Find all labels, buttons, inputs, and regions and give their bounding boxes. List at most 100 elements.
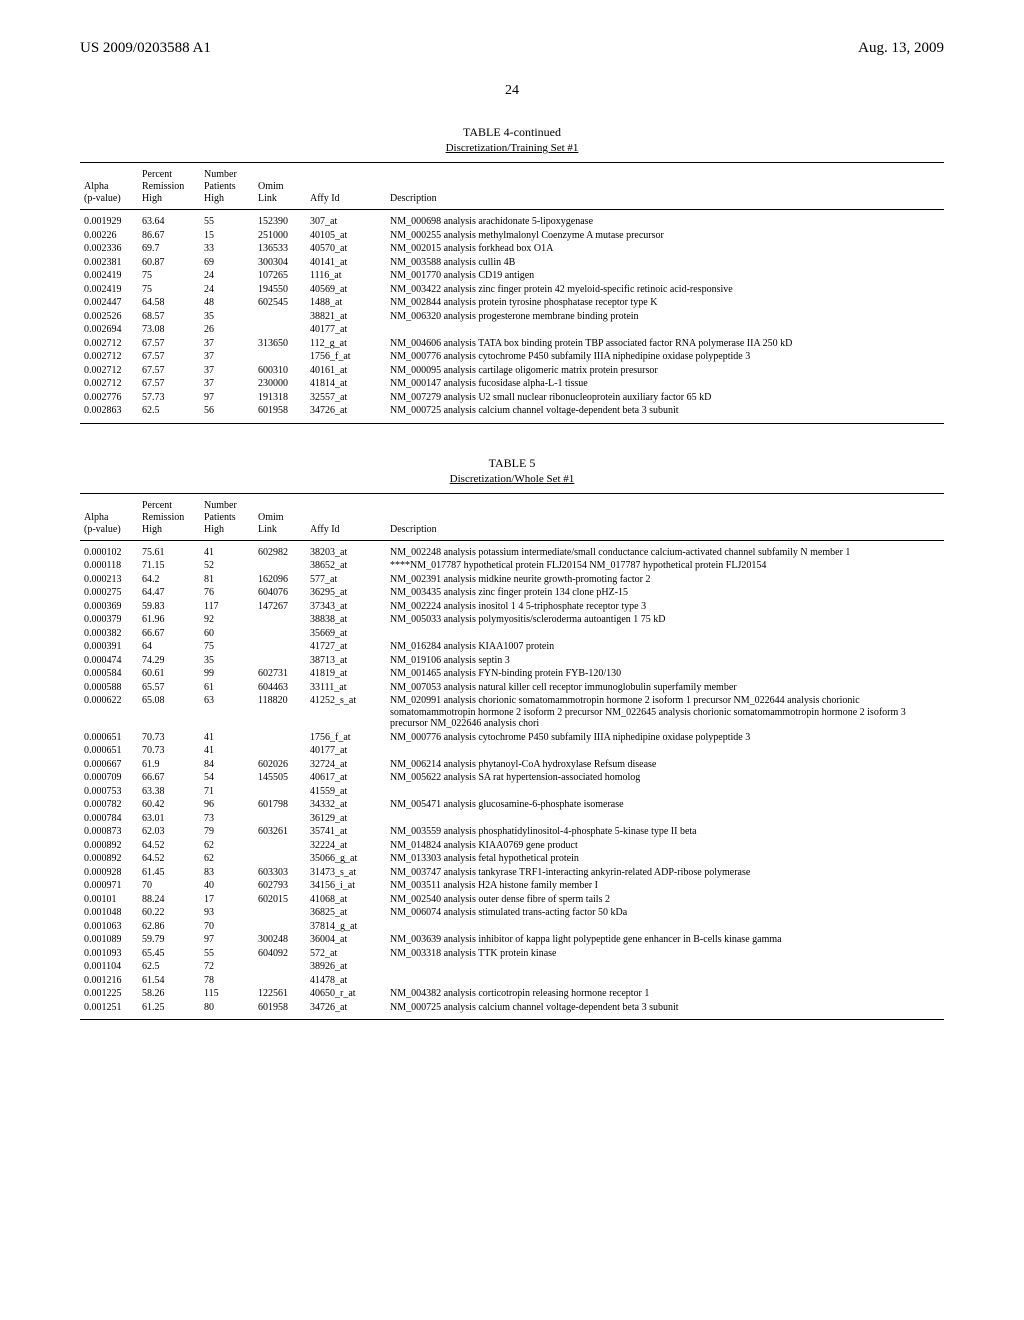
- cell-omim: 604463: [254, 681, 306, 695]
- cell-num: 96: [200, 798, 254, 812]
- table-row: 0.00252668.573538821_atNM_006320 analysi…: [80, 310, 944, 324]
- col-num: NumberPatientsHigh: [200, 493, 254, 540]
- cell-affy: 38652_at: [306, 559, 386, 573]
- table-row: 0.00110462.57238926_at: [80, 960, 944, 974]
- cell-affy: 41478_at: [306, 974, 386, 988]
- cell-affy: 33111_at: [306, 681, 386, 695]
- cell-pct: 60.22: [138, 906, 200, 920]
- cell-alpha: 0.000782: [80, 798, 138, 812]
- cell-omim: 602015: [254, 893, 306, 907]
- cell-affy: 35066_g_at: [306, 852, 386, 866]
- table-row: 0.00075363.387141559_at: [80, 785, 944, 799]
- table-row: 0.00010275.614160298238203_atNM_002248 a…: [80, 540, 944, 559]
- cell-pct: 68.57: [138, 310, 200, 324]
- cell-desc: NM_014824 analysis KIAA0769 gene product: [386, 839, 944, 853]
- table-row: 0.00271267.573723000041814_atNM_000147 a…: [80, 377, 944, 391]
- cell-pct: 88.24: [138, 893, 200, 907]
- page-header: US 2009/0203588 A1 Aug. 13, 2009: [0, 0, 1024, 65]
- cell-affy: 38203_at: [306, 540, 386, 559]
- cell-num: 26: [200, 323, 254, 337]
- cell-affy: 34156_i_at: [306, 879, 386, 893]
- table-row: 0.00058865.576160446333111_atNM_007053 a…: [80, 681, 944, 695]
- cell-affy: 40177_at: [306, 744, 386, 758]
- cell-alpha: 0.000622: [80, 694, 138, 731]
- cell-alpha: 0.001225: [80, 987, 138, 1001]
- table-row: 0.00271267.5737313650112_g_atNM_004606 a…: [80, 337, 944, 351]
- col-desc: Description: [386, 493, 944, 540]
- table-row: 0.00277657.739719131832557_atNM_007279 a…: [80, 391, 944, 405]
- cell-omim: 122561: [254, 987, 306, 1001]
- cell-desc: [386, 960, 944, 974]
- cell-num: 37: [200, 350, 254, 364]
- table-row: 0.00122558.2611512256140650_r_atNM_00438…: [80, 987, 944, 1001]
- cell-affy: 40569_at: [306, 283, 386, 297]
- cell-omim: [254, 613, 306, 627]
- cell-num: 75: [200, 640, 254, 654]
- cell-omim: 602731: [254, 667, 306, 681]
- cell-omim: [254, 654, 306, 668]
- cell-omim: [254, 812, 306, 826]
- cell-num: 54: [200, 771, 254, 785]
- cell-pct: 62.5: [138, 960, 200, 974]
- page-number: 24: [0, 65, 1024, 121]
- cell-alpha: 0.000753: [80, 785, 138, 799]
- cell-desc: NM_003559 analysis phosphatidylinositol-…: [386, 825, 944, 839]
- table-row: 0.00121661.547841478_at: [80, 974, 944, 988]
- cell-affy: 38713_at: [306, 654, 386, 668]
- cell-pct: 74.29: [138, 654, 200, 668]
- cell-pct: 64.52: [138, 852, 200, 866]
- col-omim: OmimLink: [254, 493, 306, 540]
- cell-desc: NM_005033 analysis polymyositis/sclerode…: [386, 613, 944, 627]
- cell-affy: 1756_f_at: [306, 731, 386, 745]
- cell-desc: [386, 974, 944, 988]
- cell-num: 93: [200, 906, 254, 920]
- cell-alpha: 0.000382: [80, 627, 138, 641]
- cell-desc: [386, 812, 944, 826]
- cell-num: 55: [200, 947, 254, 961]
- cell-num: 24: [200, 283, 254, 297]
- cell-alpha: 0.000971: [80, 879, 138, 893]
- cell-num: 72: [200, 960, 254, 974]
- cell-alpha: 0.001093: [80, 947, 138, 961]
- cell-desc: [386, 744, 944, 758]
- table4-subtitle: Discretization/Training Set #1: [80, 142, 944, 162]
- table-row: 0.00021364.281162096577_atNM_002391 anal…: [80, 573, 944, 587]
- table-row: 0.0010188.241760201541068_atNM_002540 an…: [80, 893, 944, 907]
- cell-num: 73: [200, 812, 254, 826]
- cell-affy: 38926_at: [306, 960, 386, 974]
- col-affy: Affy Id: [306, 493, 386, 540]
- table-row: 0.00271267.573760031040161_atNM_000095 a…: [80, 364, 944, 378]
- cell-omim: 162096: [254, 573, 306, 587]
- cell-desc: NM_000776 analysis cytochrome P450 subfa…: [386, 350, 944, 364]
- cell-pct: 61.54: [138, 974, 200, 988]
- table-row: 0.00062265.086311882041252_s_atNM_020991…: [80, 694, 944, 731]
- table-row: 0.00238160.876930030440141_atNM_003588 a…: [80, 256, 944, 270]
- table-row: 0.00065170.734140177_at: [80, 744, 944, 758]
- cell-omim: 118820: [254, 694, 306, 731]
- col-pct: PercentRemissionHigh: [138, 163, 200, 210]
- cell-alpha: 0.001929: [80, 210, 138, 229]
- cell-omim: 145505: [254, 771, 306, 785]
- cell-omim: 601798: [254, 798, 306, 812]
- cell-pct: 65.08: [138, 694, 200, 731]
- cell-affy: 40177_at: [306, 323, 386, 337]
- cell-desc: [386, 785, 944, 799]
- cell-pct: 61.96: [138, 613, 200, 627]
- cell-num: 81: [200, 573, 254, 587]
- table5-container: TABLE 5 Discretization/Whole Set #1 Alph…: [0, 452, 1024, 1021]
- cell-num: 117: [200, 600, 254, 614]
- table-row: 0.00058460.619960273141819_atNM_001465 a…: [80, 667, 944, 681]
- cell-pct: 70: [138, 879, 200, 893]
- col-desc: Description: [386, 163, 944, 210]
- cell-num: 41: [200, 731, 254, 745]
- cell-affy: 38821_at: [306, 310, 386, 324]
- cell-pct: 64.2: [138, 573, 200, 587]
- cell-num: 63: [200, 694, 254, 731]
- cell-num: 97: [200, 933, 254, 947]
- table-row: 0.00233669.73313653340570_atNM_002015 an…: [80, 242, 944, 256]
- cell-omim: 194550: [254, 283, 306, 297]
- cell-desc: [386, 920, 944, 934]
- cell-alpha: 0.002419: [80, 269, 138, 283]
- table-row: 0.00038266.676035669_at: [80, 627, 944, 641]
- cell-affy: 572_at: [306, 947, 386, 961]
